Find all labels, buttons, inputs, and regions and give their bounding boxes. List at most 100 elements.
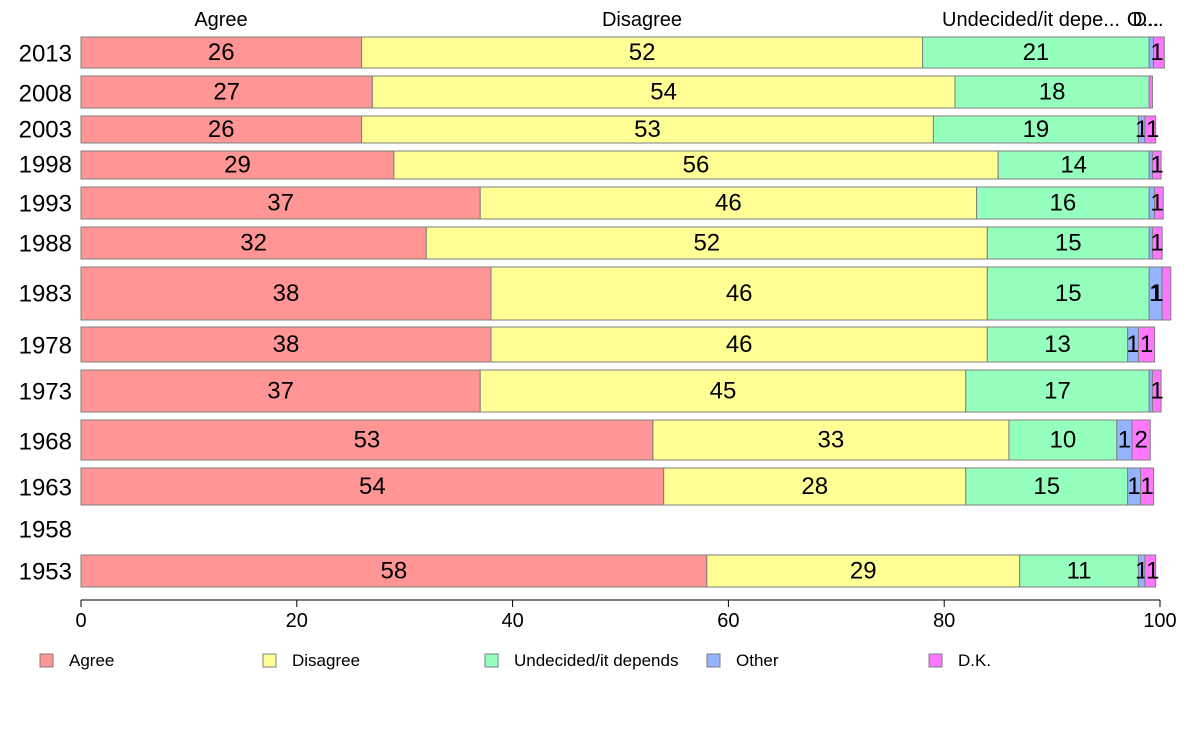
bar-segment-2013-1 [361, 36, 924, 69]
data-label-1978-1: 46 [726, 331, 753, 358]
bar-segment-1978-1 [490, 326, 988, 363]
data-label-2013-0: 26 [208, 39, 235, 66]
data-label-1988-0: 32 [240, 229, 267, 256]
legend-swatch-1 [262, 653, 277, 668]
year-label-1978: 1978 [19, 332, 72, 359]
bar-segment-1953-1 [706, 554, 1021, 588]
legend-label-3: Other [736, 651, 779, 670]
bar-segment-2003-0 [80, 115, 363, 144]
bar-segment-1953-4 [1144, 554, 1157, 588]
year-label-1963: 1963 [19, 474, 72, 501]
bar-segment-1973-4 [1151, 369, 1162, 413]
legend-swatch-3 [706, 653, 721, 668]
bar-segment-2008-1 [371, 75, 956, 109]
bar-segment-1993-2 [976, 186, 1150, 220]
data-label-1968-0: 53 [354, 426, 381, 453]
bar-segment-2003-4 [1144, 115, 1157, 144]
legend-swatch-0 [39, 653, 54, 668]
data-label-1988-2: 15 [1055, 229, 1082, 256]
year-label-1983: 1983 [19, 280, 72, 307]
year-label-2008: 2008 [19, 80, 72, 107]
bar-segment-1993-4 [1154, 186, 1164, 220]
bar-segment-2008-2 [954, 75, 1150, 109]
column-header-4: D... [1132, 9, 1163, 31]
bar-segment-1983-1 [490, 266, 988, 321]
data-label-1963-0: 54 [359, 473, 386, 500]
legend-swatch-4 [928, 653, 943, 668]
column-header-1: Disagree [602, 9, 682, 31]
year-label-1958: 1958 [19, 516, 72, 543]
bar-segment-1998-0 [80, 150, 395, 180]
data-label-1978-0: 38 [273, 331, 300, 358]
bar-segment-1988-1 [425, 226, 988, 260]
bar-segment-1978-2 [986, 326, 1129, 363]
data-label-1978-4: 1 [1140, 331, 1153, 358]
bar-segment-1983-4 [1161, 266, 1172, 321]
bar-segment-2013-4 [1153, 36, 1165, 69]
year-label-2003: 2003 [19, 116, 72, 143]
data-label-1968-2: 10 [1050, 426, 1077, 453]
bar-segment-1963-0 [80, 467, 665, 506]
year-label-1998: 1998 [19, 151, 72, 178]
data-label-2003-4: 1 [1146, 116, 1159, 143]
data-label-2008-2: 18 [1039, 78, 1066, 105]
data-label-1983-1: 46 [726, 280, 753, 307]
bar-segment-1953-2 [1019, 554, 1139, 588]
data-label-2008-0: 27 [213, 78, 240, 105]
bar-segment-1978-0 [80, 326, 492, 363]
data-label-1953-2: 11 [1067, 557, 1092, 584]
x-tick-label-100: 100 [1143, 610, 1176, 632]
data-label-1968-4: 2 [1134, 426, 1147, 453]
bar-segment-1998-2 [997, 150, 1150, 180]
legend-swatch-2 [484, 653, 499, 668]
data-label-2013-4: 1 [1150, 39, 1163, 66]
data-label-2008-1: 54 [650, 78, 677, 105]
data-label-1968-3: 1 [1118, 426, 1131, 453]
data-label-2003-1: 53 [634, 116, 661, 143]
data-label-1973-2: 17 [1044, 377, 1071, 404]
data-label-1983-2: 15 [1055, 280, 1082, 307]
bar-segment-1983-0 [80, 266, 492, 321]
data-label-1963-3: 1 [1127, 473, 1140, 500]
bar-segment-2008-4 [1148, 75, 1153, 109]
data-label-1973-0: 37 [267, 377, 294, 404]
data-label-1963-4: 1 [1140, 473, 1153, 500]
data-label-1978-2: 13 [1044, 331, 1071, 358]
data-label-1978-3: 1 [1126, 331, 1139, 358]
data-label-1988-4: 1 [1150, 229, 1163, 256]
column-header-3: O... [1127, 9, 1159, 31]
data-label-2013-2: 21 [1023, 39, 1050, 66]
bar-segment-1968-1 [652, 419, 1010, 461]
data-label-1998-2: 14 [1060, 151, 1087, 178]
data-label-2003-0: 26 [208, 116, 235, 143]
data-label-2003-2: 19 [1023, 116, 1050, 143]
year-label-1973: 1973 [19, 378, 72, 405]
data-label-1983-3: 1 [1149, 280, 1162, 307]
x-tick-label-0: 0 [75, 610, 86, 632]
legend-label-1: Disagree [292, 651, 360, 670]
legend-label-0: Agree [69, 651, 114, 670]
bar-segment-1963-4 [1140, 467, 1155, 506]
data-label-1953-4: 1 [1146, 557, 1159, 584]
data-label-1998-4: 1 [1150, 151, 1163, 178]
data-label-1968-1: 33 [818, 426, 845, 453]
bar-segment-1988-0 [80, 226, 427, 260]
bar-segment-1968-4 [1131, 419, 1151, 461]
column-header-0: Agree [194, 9, 247, 31]
legend-label-4: D.K. [958, 651, 991, 670]
year-label-1968: 1968 [19, 428, 72, 455]
bar-segment-1988-2 [986, 226, 1150, 260]
bar-segment-1998-1 [393, 150, 999, 180]
bar-segment-1968-2 [1008, 419, 1118, 461]
bar-segment-1953-0 [80, 554, 708, 588]
data-label-1983-4: 1 [1150, 280, 1163, 307]
data-label-1973-4: 1 [1150, 377, 1163, 404]
year-label-1953: 1953 [19, 558, 72, 585]
data-label-1988-1: 52 [693, 229, 720, 256]
data-label-1993-2: 16 [1050, 189, 1077, 216]
bar-segment-1973-1 [479, 369, 967, 413]
bar-segment-1993-1 [479, 186, 978, 220]
bar-segment-1963-2 [965, 467, 1129, 506]
data-label-1993-1: 46 [715, 189, 742, 216]
